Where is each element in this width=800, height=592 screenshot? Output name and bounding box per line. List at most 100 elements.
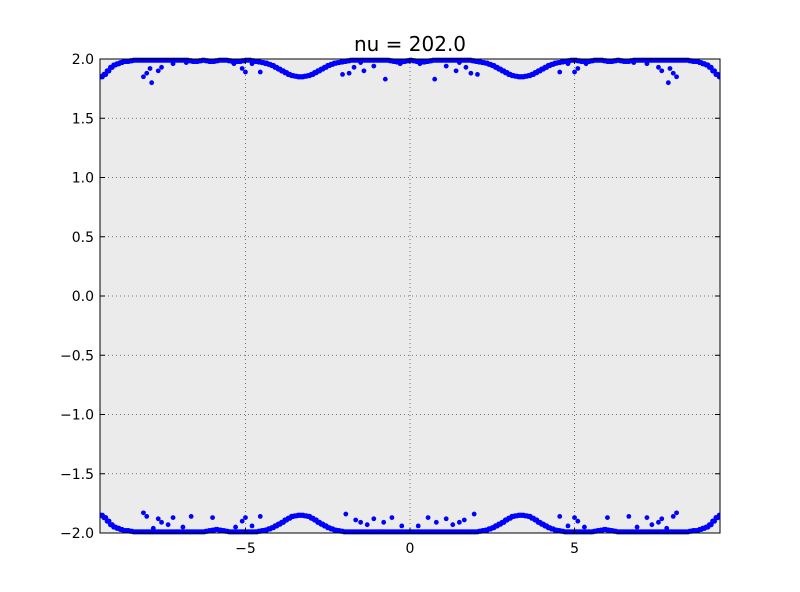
data-point [381,519,387,525]
data-point [453,68,459,74]
data-point [575,518,581,524]
data-point [371,63,377,69]
data-point [583,61,589,67]
data-point [371,516,377,522]
data-point [605,515,610,520]
data-point [656,64,661,70]
data-point [456,519,462,525]
data-point [358,60,364,65]
data-point [582,524,587,530]
data-point [659,516,665,522]
data-point [233,524,238,530]
data-point [565,523,571,529]
data-point [141,510,146,516]
data-point [463,64,469,70]
data-point [634,524,640,530]
data-point [399,523,405,529]
data-point [382,76,388,82]
data-point [664,525,670,531]
data-point [144,70,150,76]
data-point [239,66,245,71]
x-tick-label: −5 [235,541,256,557]
data-point [659,68,665,74]
data-point [243,69,248,75]
data-point [180,524,186,530]
data-point [644,61,650,67]
data-point [249,61,255,67]
data-point [262,61,268,67]
y-tick-label: −1.5 [60,467,94,483]
data-point [155,516,161,522]
data-point [343,511,349,517]
data-point [358,519,364,525]
data-point [149,80,155,86]
data-point [210,515,215,520]
data-point [670,70,676,76]
data-point [557,69,563,75]
y-tick-label: 2.0 [72,52,94,68]
data-point [565,61,571,67]
data-point [450,522,456,528]
data-point [351,64,357,70]
data-point [433,519,439,525]
data-point [159,64,164,70]
data-point [170,515,176,520]
axis-ticks: −5 0 5 2.0 1.5 1.0 0.5 0.0 −0.5 −1.0 −1.5 −2.0 [60,52,720,557]
data-point [572,515,577,520]
data-point [257,514,263,519]
data-point [572,69,577,75]
data-point [389,515,395,520]
data-point [674,74,679,80]
data-point [353,517,359,523]
y-tick-label: −0.5 [60,348,94,364]
data-point [183,60,189,65]
data-point [150,525,156,531]
y-tick-label: 0.0 [72,289,94,305]
data-point [644,515,650,520]
y-tick-label: 1.0 [72,171,94,187]
data-point [468,70,474,76]
data-point [432,76,438,82]
data-point [165,522,171,528]
data-point [417,61,423,67]
data-point [257,69,263,75]
data-point [674,510,679,516]
data-point [552,61,558,67]
data-point [456,60,462,65]
data-point [397,61,403,67]
x-tick-label: 0 [406,541,415,557]
data-point [649,522,655,528]
data-point [239,518,245,524]
grid-lines [100,59,720,533]
data-point [159,519,164,525]
y-tick-label: 1.5 [72,111,94,127]
data-point [249,523,255,529]
data-point [231,61,237,67]
data-point [415,523,421,529]
data-point [443,63,449,69]
x-tick-label: 5 [570,541,579,557]
data-point [665,80,671,86]
data-point [147,66,153,71]
data-point [443,516,449,522]
data-point [575,66,581,71]
y-tick-label: −2.0 [60,526,94,542]
data-point [626,514,632,519]
data-point [340,72,345,77]
data-point [557,514,563,519]
data-point [361,68,367,74]
data-point [475,72,480,77]
data-point [471,511,477,517]
data-point [141,74,146,80]
data-point [364,522,370,528]
data-point [656,519,661,525]
y-tick-label: −1.0 [60,408,94,424]
data-point [461,517,467,523]
data-point [346,70,352,76]
chart-title: nu = 202.0 [354,32,466,56]
data-point [631,60,637,65]
data-point [243,515,248,520]
data-point [144,514,150,519]
data-point [188,514,194,519]
